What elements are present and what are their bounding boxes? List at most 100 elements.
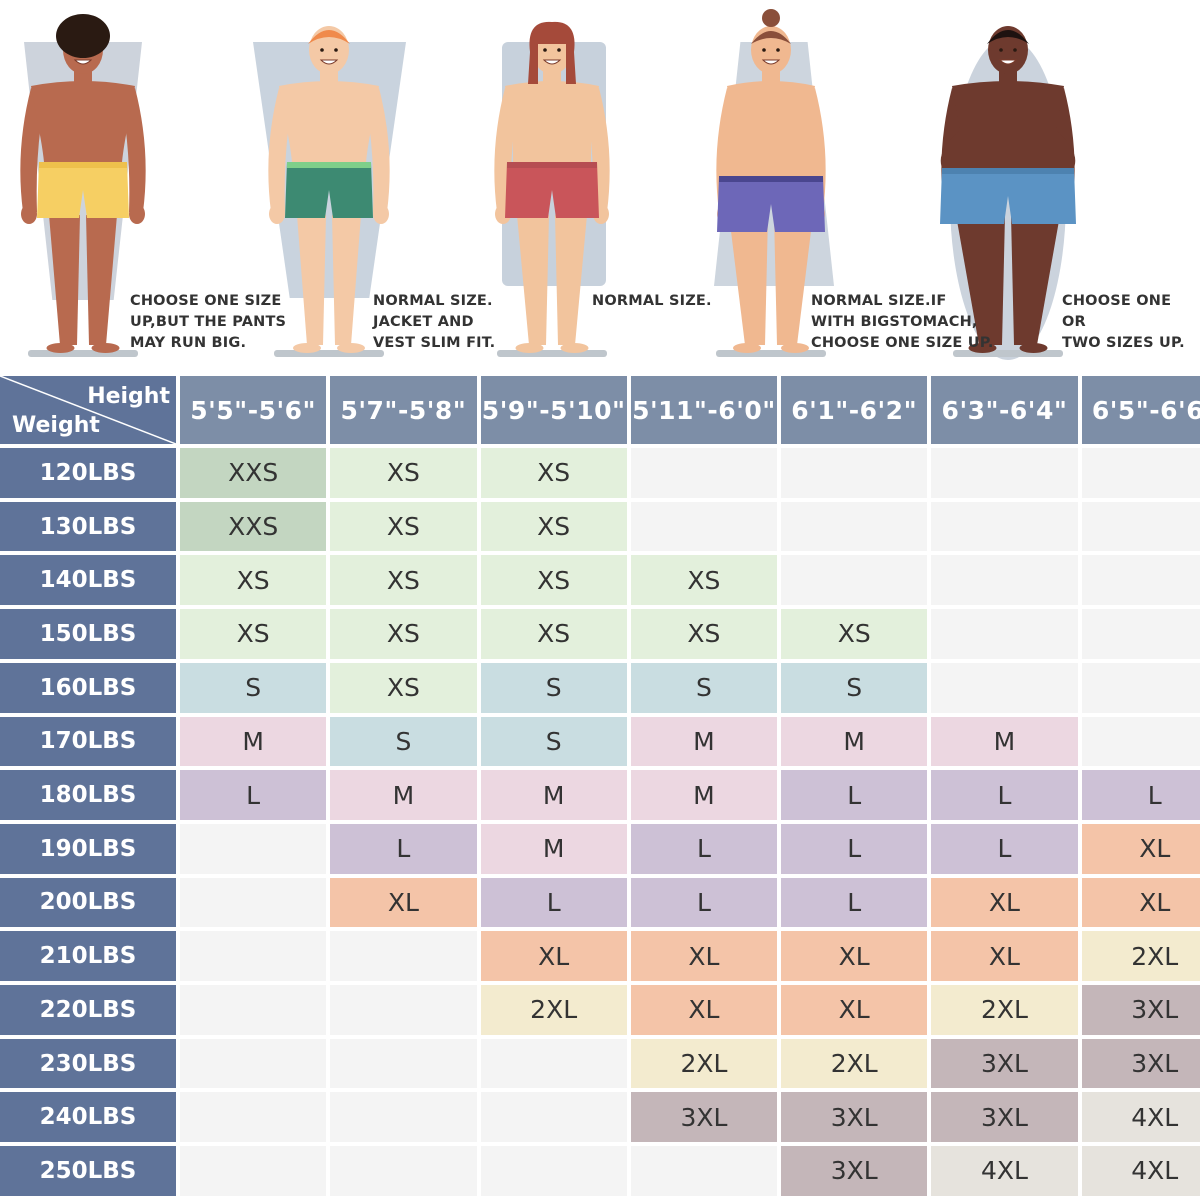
empty-cell [781, 555, 928, 606]
figure-large-smile [998, 59, 1018, 65]
empty-cell [1081, 609, 1200, 659]
empty-cell [480, 1146, 627, 1196]
size-cell: M [931, 716, 1078, 767]
figure-muscular-left-foot [46, 343, 75, 353]
weight-row-header: 170LBS [0, 716, 176, 767]
figure-muscular-torso [31, 81, 135, 180]
weight-row-header: 250LBS [0, 1146, 176, 1196]
size-cell: XS [480, 609, 627, 659]
size-cell: XS [330, 448, 477, 498]
figure-average-right-foot [560, 343, 589, 353]
height-column-header: 5'5"-5'6" [180, 376, 327, 444]
empty-cell [1081, 448, 1200, 498]
size-cell: M [180, 716, 327, 767]
figure-slim-right-foot [337, 343, 365, 353]
size-cell: XS [330, 662, 477, 713]
size-cell: XS [330, 501, 477, 552]
size-cell: XL [330, 877, 477, 928]
empty-cell [180, 985, 327, 1035]
size-cell: 2XL [1081, 931, 1200, 982]
empty-cell [180, 823, 327, 874]
figure-slim-left-hand [269, 204, 285, 224]
figure-muscular-right-eye [88, 48, 92, 52]
size-cell: 2XL [480, 985, 627, 1035]
size-cell: XL [931, 877, 1078, 928]
table-corner-header: Height Weight [0, 376, 176, 444]
figure-large-right-leg [1011, 215, 1060, 345]
size-cell: XS [630, 555, 778, 606]
empty-cell [180, 877, 327, 928]
size-cell: 3XL [781, 1092, 928, 1143]
corner-diagonal [0, 376, 176, 444]
size-cell: 4XL [1081, 1146, 1200, 1196]
empty-cell [480, 1092, 627, 1143]
empty-cell [1081, 716, 1200, 767]
height-column-header: 5'11"-6'0" [630, 376, 778, 444]
tip-average: NORMAL SIZE. [592, 293, 712, 309]
figure-muscular-smile [73, 59, 93, 65]
size-cell: S [180, 662, 327, 713]
figure-average-floor-mat [497, 350, 607, 357]
size-cell: 2XL [931, 985, 1078, 1035]
figure-slim-left-eye [320, 48, 324, 52]
figure-large-left-foot [968, 343, 997, 353]
figure-stomach-right-foot [781, 343, 809, 353]
size-cell: M [781, 716, 928, 767]
size-cell: 3XL [931, 1038, 1078, 1089]
empty-cell [180, 1092, 327, 1143]
size-cell: M [330, 770, 477, 820]
figure-average-torso [505, 81, 599, 180]
tip-stomach: NORMAL SIZE.IF WITH BIGSTOMACH, CHOOSE O… [811, 293, 994, 351]
size-cell: XXS [180, 448, 327, 498]
corner-weight-label: Weight [12, 413, 100, 438]
empty-cell [330, 985, 477, 1035]
figure-slim-floor-mat [274, 350, 384, 357]
size-cell: XL [1081, 877, 1200, 928]
size-cell: XS [330, 555, 477, 606]
figure-average-right-leg [555, 215, 587, 345]
size-cell: M [480, 770, 627, 820]
figure-muscular-left-hand [21, 204, 37, 224]
empty-cell [931, 448, 1078, 498]
size-cell: XS [330, 609, 477, 659]
height-column-header: 5'9"-5'10" [480, 376, 627, 444]
size-cell: 4XL [931, 1146, 1078, 1196]
size-cell: 3XL [781, 1146, 928, 1196]
empty-cell [781, 448, 928, 498]
size-cell: XS [480, 555, 627, 606]
empty-cell [931, 501, 1078, 552]
empty-cell [330, 1092, 477, 1143]
figure-slim-right-eye [334, 48, 338, 52]
figure-average-left-foot [515, 343, 544, 353]
figure-stomach-hair [751, 31, 791, 44]
figure-large-hair [987, 30, 1029, 44]
figure-stomach-shorts [717, 176, 825, 232]
corner-height-label: Height [87, 384, 170, 409]
weight-row-header: 120LBS [0, 448, 176, 498]
figure-large-waistband [942, 168, 1074, 174]
figure-muscular-left-leg [49, 215, 80, 345]
size-cell: L [630, 877, 778, 928]
figure-stomach-waistband [719, 176, 823, 182]
empty-cell [781, 501, 928, 552]
size-cell: S [630, 662, 778, 713]
empty-cell [630, 1146, 778, 1196]
size-cell: M [630, 770, 778, 820]
size-cell: L [781, 770, 928, 820]
figure-large-left-eye [999, 48, 1003, 52]
weight-row-header: 140LBS [0, 555, 176, 606]
size-cell: L [781, 877, 928, 928]
empty-cell [1081, 555, 1200, 606]
height-column-header: 6'5"-6'6" [1081, 376, 1200, 444]
size-cell: S [330, 716, 477, 767]
weight-row-header: 210LBS [0, 931, 176, 982]
figure-stomach-smile [761, 59, 781, 65]
empty-cell [630, 448, 778, 498]
empty-cell [931, 555, 1078, 606]
size-cell: L [630, 823, 778, 874]
size-cell: S [781, 662, 928, 713]
figure-slim-shorts [285, 162, 373, 218]
empty-cell [330, 1038, 477, 1089]
figure-slim-hair [308, 30, 350, 44]
empty-cell [180, 1146, 327, 1196]
